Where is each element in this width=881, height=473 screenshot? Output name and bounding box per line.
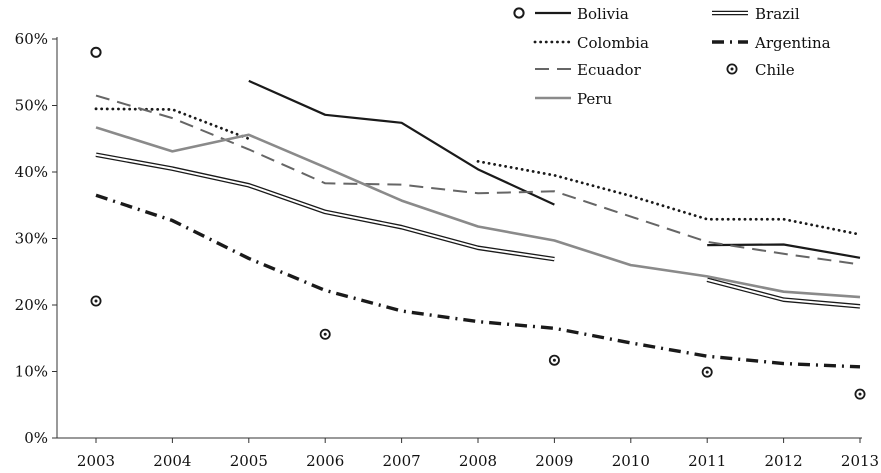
- point-bolivia: [90, 46, 102, 58]
- line-bolivia: [707, 243, 861, 259]
- line-peru: [95, 126, 861, 299]
- series-lines: [90, 46, 866, 400]
- series-chile: [90, 295, 866, 400]
- y-tick-label: 50%: [15, 97, 48, 115]
- x-tick-label: 2006: [306, 452, 344, 470]
- legend-item-ecuador: Ecuador: [535, 61, 642, 79]
- x-tick-label: 2011: [688, 452, 726, 470]
- legend-item-argentina: Argentina: [712, 34, 831, 52]
- legend-item-colombia: Colombia: [533, 34, 649, 52]
- legend-item-peru: Peru: [535, 90, 612, 108]
- point-chile-dot: [323, 332, 327, 336]
- legend-label-brazil: Brazil: [755, 5, 800, 23]
- legend-label-argentina: Argentina: [754, 34, 831, 52]
- legend-label-ecuador: Ecuador: [577, 61, 642, 79]
- legend: Bolivia Brazil Colombia Argentina Ecuador Chi…: [513, 5, 831, 108]
- y-tick-label: 0%: [24, 429, 48, 447]
- line-colombia: [476, 159, 862, 236]
- x-tick-label: 2004: [153, 452, 191, 470]
- legend-item-bolivia: Bolivia: [513, 5, 629, 23]
- series-brazil: [95, 152, 861, 309]
- series-argentina: [95, 193, 861, 369]
- x-tick-label: 2003: [77, 452, 115, 470]
- series-peru: [95, 126, 861, 299]
- legend-item-brazil: Brazil: [712, 5, 800, 23]
- legend-label-chile: Chile: [755, 61, 795, 79]
- point-chile-dot: [94, 299, 98, 303]
- x-tick-label: 2013: [841, 452, 879, 470]
- legend-item-chile: Chile: [726, 61, 795, 79]
- y-tick-label: 30%: [15, 230, 48, 248]
- line-argentina: [95, 193, 861, 369]
- legend-label-peru: Peru: [577, 90, 612, 108]
- line-brazil-inner: [95, 153, 555, 261]
- x-tick-label: 2012: [765, 452, 803, 470]
- y-tick-label: 10%: [15, 363, 48, 381]
- point-chile-dot: [858, 392, 862, 396]
- x-tick-label: 2010: [612, 452, 650, 470]
- tick-labels: 0% 10% 20% 30% 40% 50% 60% 2003 2004 2005 2006 2007…: [15, 30, 879, 470]
- x-tick-label: 2007: [383, 452, 421, 470]
- legend-label-colombia: Colombia: [577, 34, 649, 52]
- line-brazil-outer: [706, 277, 861, 309]
- axes: [56, 37, 862, 439]
- legend-marker-bolivia: [513, 7, 525, 19]
- point-chile-dot: [552, 358, 556, 362]
- y-tick-label: 40%: [15, 163, 48, 181]
- line-bolivia: [248, 79, 555, 206]
- y-tick-label: 20%: [15, 296, 48, 314]
- x-tick-label: 2009: [535, 452, 573, 470]
- line-brazil-inner: [706, 278, 861, 308]
- x-tick-label: 2005: [230, 452, 268, 470]
- series-colombia: [94, 107, 862, 236]
- x-tick-label: 2008: [459, 452, 497, 470]
- point-chile-dot: [705, 370, 709, 374]
- legend-symbol-chile-dot: [730, 67, 734, 71]
- line-brazil-outer: [95, 152, 555, 262]
- legend-label-bolivia: Bolivia: [577, 5, 629, 23]
- y-tick-label: 60%: [15, 30, 48, 48]
